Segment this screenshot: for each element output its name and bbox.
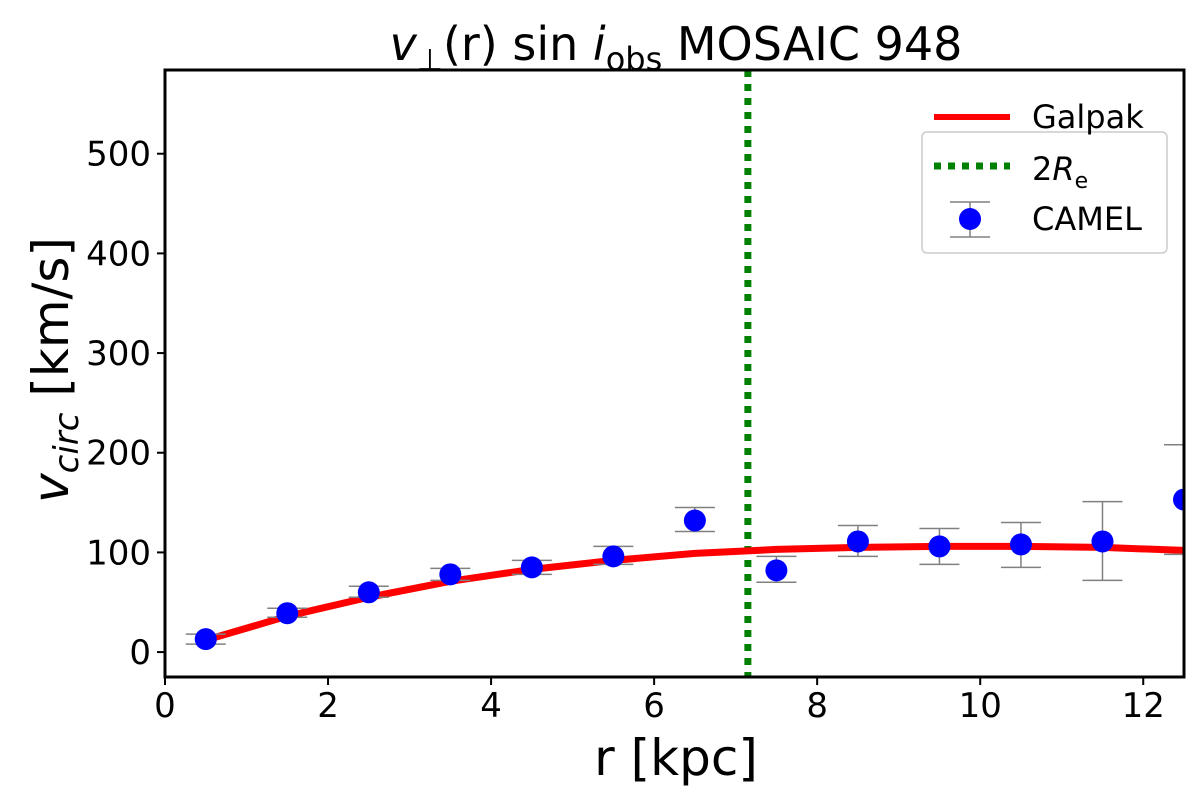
legend-box [921,131,1168,254]
camel-point-group [1082,500,1123,582]
camel-point [520,556,543,579]
camel-point-group [919,527,960,566]
camel-point [765,559,788,582]
legend-galpak-label: Galpak [1032,98,1144,136]
camel-point-group [348,581,389,604]
chart-title: v⊥(r) sin iobs MOSAIC 948 [390,17,963,78]
camel-point [1173,488,1184,511]
x-tick-label: 10 [959,686,1002,726]
legend-camel-label: CAMEL [1032,200,1142,238]
camel-point [683,509,706,532]
camel-point-group [593,545,634,568]
legend-camel-marker [959,208,981,230]
camel-point [194,628,217,651]
legend-re-label: 2Re [1032,150,1088,194]
camel-point [846,530,869,553]
y-tick-label: 100 [86,533,151,573]
x-tick-label: 12 [1122,686,1165,726]
y-tick-label: 400 [86,234,151,274]
y-axis-label: vcirc [km/s] [22,237,87,503]
y-tick-label: 0 [129,633,151,673]
camel-point-group [756,555,797,584]
y-tick-label: 200 [86,434,151,474]
camel-point [439,563,462,586]
camel-point [1009,533,1032,556]
y-tick-label: 300 [86,334,151,374]
plot-frame [163,68,1186,679]
camel-point-group [674,506,715,533]
x-tick-label: 2 [317,686,339,726]
x-axis-label: r [kpc] [594,729,758,787]
plot-area [185,70,1184,677]
legend-camel-swatch [950,201,990,238]
x-tick-label: 4 [480,686,502,726]
camel-point [602,545,625,568]
x-tick-label: 0 [154,686,176,726]
camel-point-group [185,628,226,651]
x-tick-label: 6 [643,686,665,726]
legend: Galpak 2Re CAMEL [921,98,1168,254]
camel-point-group [1164,444,1184,556]
camel-point-group [267,602,308,625]
y-tick-label: 500 [86,135,151,175]
camel-point [276,602,299,625]
camel-point [928,535,951,558]
camel-point [1091,530,1114,553]
camel-point [357,581,380,604]
camel-point-group [511,556,552,579]
x-tick-label: 8 [806,686,828,726]
galpak-line [204,542,1184,644]
camel-point-group [1000,521,1041,569]
camel-point-group [837,524,878,558]
camel-point-group [430,563,471,586]
